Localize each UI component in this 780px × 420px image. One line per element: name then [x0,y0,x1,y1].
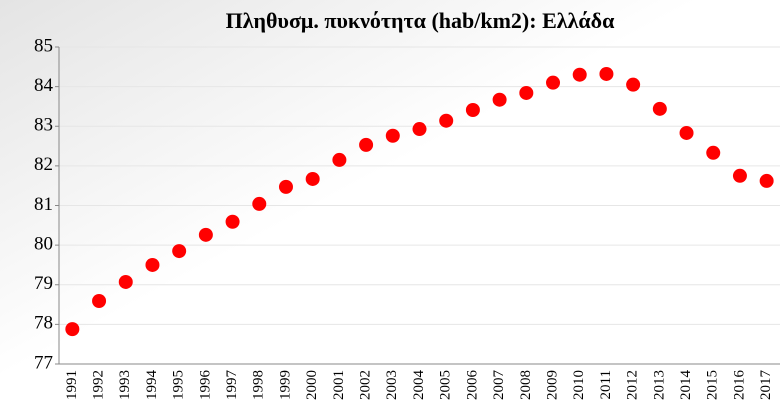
x-tick-label: 2016 [731,370,747,401]
y-tick-label: 82 [34,154,53,175]
marker [412,122,427,137]
x-tick-label: 2011 [598,370,614,399]
marker [439,113,454,128]
y-tick-label: 78 [34,313,53,334]
marker [278,179,293,194]
marker [465,103,480,118]
x-tick-label: 2010 [571,370,587,400]
marker [145,257,160,272]
x-tick-label: 2007 [491,370,507,401]
x-tick-label: 2001 [331,370,347,400]
marker [92,293,107,308]
marker [732,168,747,183]
x-tick-label: 1993 [117,370,133,400]
marker [759,173,774,188]
chart-title: Πληθυσμ. πυκνότητα (hab/km2): Ελλάδα [226,8,615,33]
marker [519,85,534,100]
x-tick-label: 2015 [705,370,721,400]
marker [385,128,400,143]
x-tick-label: 2004 [411,370,427,401]
x-tick-label: 2009 [544,370,560,400]
x-tick-label: 2003 [384,370,400,400]
y-tick-label: 83 [34,115,53,136]
marker [172,244,187,259]
marker [225,214,240,229]
x-tick-label: 1997 [224,370,240,401]
marker [546,75,561,90]
marker [492,92,507,107]
x-tick-label: 2000 [304,370,320,400]
x-tick-label: 2013 [651,370,667,400]
y-tick-label: 79 [34,273,53,294]
x-tick-label: 2005 [438,370,454,400]
x-tick-label: 1999 [277,370,293,400]
x-tick-label: 2012 [625,370,641,400]
x-tick-label: 1991 [64,370,80,400]
marker [305,171,320,186]
marker [679,125,694,140]
x-tick-label: 1992 [90,370,106,400]
y-tick-label: 80 [34,233,53,254]
x-tick-label: 1995 [171,370,187,400]
marker [118,274,133,289]
y-tick-label: 77 [34,352,53,373]
marker [359,137,374,152]
x-tick-label: 1996 [197,370,213,401]
x-tick-label: 1998 [251,370,267,400]
marker [65,322,80,337]
x-tick-label: 2008 [518,370,534,400]
marker [332,152,347,167]
marker [626,77,641,92]
y-tick-label: 85 [34,35,53,56]
x-tick-label: 2002 [358,370,374,400]
marker [706,145,721,160]
marker [572,67,587,82]
marker [252,196,267,211]
x-tick-label: 2017 [758,370,774,401]
x-tick-label: 1994 [144,370,160,401]
marker [652,101,667,116]
x-tick-label: 2014 [678,370,694,401]
marker [599,66,614,81]
x-tick-label: 2006 [464,370,480,401]
marker [198,227,213,242]
y-tick-label: 84 [34,75,54,96]
y-tick-label: 81 [34,194,53,215]
